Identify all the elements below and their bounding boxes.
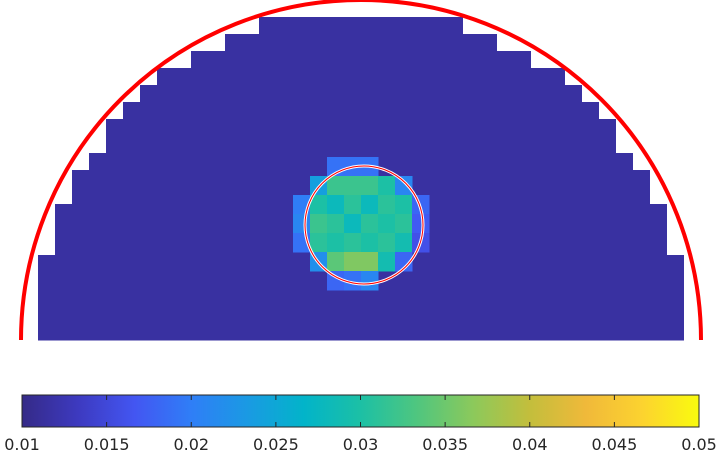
reconstruction-plot xyxy=(19,0,703,341)
domain-row xyxy=(106,136,616,154)
inclusion-pixel xyxy=(344,214,362,234)
domain-row xyxy=(191,51,531,69)
inclusion-pixels xyxy=(293,157,430,291)
inclusion-pixel xyxy=(344,176,362,196)
domain-row xyxy=(123,102,599,120)
inclusion-pixel xyxy=(361,176,379,196)
inclusion-pixel xyxy=(344,271,362,291)
domain-row xyxy=(106,119,616,137)
inclusion-pixel xyxy=(361,271,379,291)
inclusion-pixel xyxy=(310,233,328,253)
colorbar-tick-label: 0.015 xyxy=(84,435,130,454)
colorbar-tick-label: 0.01 xyxy=(4,435,40,454)
colorbar-gradient xyxy=(21,394,700,428)
inclusion-pixel xyxy=(378,214,396,234)
domain-row xyxy=(259,17,463,35)
inclusion-pixel xyxy=(344,233,362,253)
inclusion-pixel xyxy=(344,195,362,215)
inclusion-pixel xyxy=(344,252,362,272)
domain-boundary-arc xyxy=(19,0,703,341)
colorbar-tick-label: 0.03 xyxy=(343,435,379,454)
domain-row xyxy=(225,34,497,52)
inclusion-pixel xyxy=(395,214,413,234)
inclusion-outline-red xyxy=(304,165,424,285)
colorbar-tick-label: 0.025 xyxy=(253,435,299,454)
inclusion-pixel xyxy=(395,195,413,215)
colorbar-tick-label: 0.02 xyxy=(173,435,209,454)
inclusion-pixel xyxy=(395,176,413,196)
colorbar-ticks: 0.01 0.015 0.02 0.025 0.03 0.035 0.04 0.045 0.05 xyxy=(4,395,717,454)
colorbar-tick-label: 0.045 xyxy=(591,435,637,454)
colorbar-tick-label: 0.04 xyxy=(512,435,548,454)
inclusion-pixel xyxy=(327,195,345,215)
domain-row xyxy=(140,85,582,103)
inclusion-pixel xyxy=(378,252,396,272)
inclusion-pixel xyxy=(327,252,345,272)
colorbar-tick-label: 0.05 xyxy=(681,435,717,454)
inclusion-pixel xyxy=(327,233,345,253)
domain-row xyxy=(38,289,684,307)
inclusion-pixel xyxy=(310,214,328,234)
inclusion-pixel xyxy=(395,252,413,272)
inclusion-pixel xyxy=(310,195,328,215)
domain-row xyxy=(38,323,684,341)
colorbar: 0.01 0.015 0.02 0.025 0.03 0.035 0.04 0.045 0.05 xyxy=(4,394,717,454)
colorbar-tick-label: 0.035 xyxy=(422,435,468,454)
inclusion-pixel xyxy=(327,214,345,234)
inclusion-pixel xyxy=(378,233,396,253)
inclusion-pixel xyxy=(378,176,396,196)
inclusion-pixel xyxy=(378,195,396,215)
inclusion-pixel xyxy=(395,233,413,253)
inclusion-pixel xyxy=(361,195,379,215)
domain-row xyxy=(38,306,684,324)
inclusion-pixel xyxy=(293,214,311,234)
inclusion-pixel xyxy=(412,214,430,234)
domain-row xyxy=(157,68,565,86)
inclusion-pixel xyxy=(361,214,379,234)
inclusion-pixel xyxy=(327,176,345,196)
inclusion-pixel xyxy=(361,233,379,253)
inclusion-pixel xyxy=(361,252,379,272)
